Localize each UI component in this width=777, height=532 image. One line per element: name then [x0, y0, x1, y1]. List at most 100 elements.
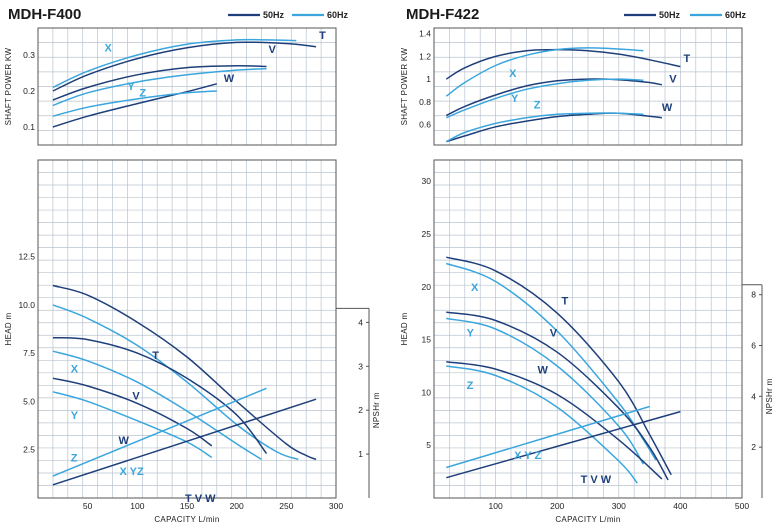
- left-head-curve-label: V: [132, 390, 140, 402]
- right-head-curve-label: V: [550, 327, 558, 339]
- legend-60hz-label-left: 60Hz: [327, 10, 349, 20]
- right-head-curve-z: [446, 365, 638, 484]
- left-power-curve-label: W: [224, 73, 235, 85]
- left-head-ytick-label: 2.5: [23, 445, 35, 455]
- right-head-curve-label: Z: [467, 380, 474, 392]
- right-head-npsh-tick-label: 8: [751, 290, 756, 300]
- left-power-curve-label: Z: [139, 87, 146, 99]
- left-head-ytick-label: 7.5: [23, 348, 35, 358]
- left-head-curve-y: [52, 350, 262, 461]
- left-power-curve-w: [52, 83, 217, 128]
- left-head-curve-t: [52, 284, 317, 461]
- right-head-npsh-label: NPSHr m: [765, 378, 774, 414]
- right-power-ytick-label: 1: [426, 74, 431, 84]
- left-power-curve-label: X: [105, 42, 113, 54]
- legend-left: 50Hz 60Hz: [228, 10, 349, 20]
- right-head-ylabel: HEAD m: [400, 313, 409, 346]
- right-head-curve-label: Y: [467, 327, 475, 339]
- right-head-curve-label: X: [471, 282, 479, 294]
- right-head-panel: 5 10 15 20 25 30 100 200 300 400 500 HEAD m CAPACITY…: [400, 159, 774, 524]
- left-power-ytick-label: 0.2: [23, 86, 35, 96]
- left-head-curve-v: [52, 336, 268, 455]
- right-power-curve-y: [446, 78, 644, 119]
- right-power-panel: 0.6 0.8 1 1.2 1.4 SHAFT POWER KW T X V Y Z W: [400, 27, 743, 146]
- left-power-curve-x: [52, 38, 297, 89]
- left-power-curve-label: T: [319, 30, 326, 42]
- right-head-curve-v: [446, 311, 669, 481]
- right-head-curve-x: [446, 262, 657, 461]
- left-head-npshr-xyz: [52, 387, 267, 477]
- right-power-curve-z: [445, 112, 644, 143]
- left-power-ylabel: SHAFT POWER KW: [4, 47, 13, 125]
- model-title-left: MDH-F400: [8, 6, 81, 23]
- left-power-curve-label: Y: [127, 81, 135, 93]
- left-head-npsh-tick-label: 3: [358, 361, 363, 371]
- left-head-curve-label: W: [118, 435, 129, 447]
- left-head-npsh-tick-label: 1: [358, 449, 363, 459]
- left-head-xtick-label: 300: [329, 501, 343, 511]
- right-power-curve-label: Y: [511, 93, 519, 105]
- left-head-npshr-tvw: [52, 398, 317, 486]
- left-head-curve-label: T V W: [185, 493, 216, 505]
- left-head-curve-label: Z: [71, 452, 78, 464]
- right-power-curve-label: W: [662, 102, 673, 114]
- right-head-xtick-label: 400: [673, 501, 687, 511]
- left-head-panel: 2.5 5.0 7.5 10.0 12.5 50 100 150 200 250 300 HEAD m…: [4, 159, 381, 524]
- right-power-curve-t: [445, 48, 681, 80]
- left-head-xtick-label: 100: [130, 501, 144, 511]
- right-head-curve-label: T: [562, 296, 569, 308]
- right-head-xtick-label: 500: [735, 501, 749, 511]
- right-head-xlabel: CAPACITY L/min: [555, 515, 620, 524]
- left-power-frame: [37, 27, 337, 146]
- right-head-curve-label: X Y Z: [514, 450, 541, 462]
- left-power-curve-label: V: [268, 44, 276, 56]
- model-title-right: MDH-F422: [406, 6, 479, 23]
- right-power-ytick-label: 1.2: [419, 51, 431, 61]
- left-head-xtick-label: 200: [230, 501, 244, 511]
- right-power-ytick-label: 0.8: [419, 97, 431, 107]
- legend-60hz-label-right: 60Hz: [725, 10, 747, 20]
- right-power-ylabel: SHAFT POWER KW: [400, 47, 409, 125]
- right-power-ytick-label: 1.4: [419, 29, 431, 39]
- left-head-curve-z: [52, 391, 213, 459]
- right-power-curve-label: Z: [534, 100, 541, 112]
- left-head-curve-label: Y: [71, 410, 79, 422]
- left-head-ylabel: HEAD m: [4, 313, 13, 346]
- left-power-curve-t: [52, 41, 317, 92]
- right-head-grid: [433, 159, 743, 499]
- left-head-ytick-label: 10.0: [18, 300, 35, 310]
- legend-right: 50Hz 60Hz: [624, 10, 747, 20]
- left-head-xlabel: CAPACITY L/min: [154, 515, 219, 524]
- legend-50hz-label-right: 50Hz: [659, 10, 681, 20]
- left-head-xtick-label: 250: [279, 501, 293, 511]
- left-power-curve-v: [52, 65, 267, 101]
- legend-50hz-label-left: 50Hz: [263, 10, 285, 20]
- left-head-curve-label: T: [152, 350, 159, 362]
- right-power-curve-label: V: [669, 74, 677, 86]
- left-head-curve-label: X YZ: [119, 466, 144, 478]
- right-head-curve-y: [446, 317, 645, 465]
- left-power-panel: 0.1 0.2 0.3 SHAFT POWER KW T X V YZ W: [4, 27, 337, 146]
- right-power-curve-v: [445, 78, 663, 117]
- right-head-curve-label: W: [537, 364, 548, 376]
- right-head-ytick-label: 10: [422, 387, 432, 397]
- right-head-xtick-label: 200: [550, 501, 564, 511]
- left-head-curve-x: [52, 304, 299, 461]
- left-head-npsh-tick-label: 4: [358, 317, 363, 327]
- right-power-ytick-label: 0.6: [419, 120, 431, 130]
- right-head-npsh-tick-label: 2: [751, 442, 756, 452]
- right-head-npshr-tvw: [446, 410, 681, 479]
- left-power-ytick-label: 0.3: [23, 50, 35, 60]
- left-head-ytick-label: 12.5: [18, 252, 35, 262]
- left-head-xtick-label: 150: [180, 501, 194, 511]
- right-power-curve-label: T: [683, 53, 690, 65]
- right-head-npsh-tick-label: 6: [751, 341, 756, 351]
- left-head-curve-w: [52, 377, 213, 447]
- left-power-curve-z: [52, 90, 217, 117]
- right-head-ytick-label: 5: [426, 440, 431, 450]
- right-head-xtick-label: 300: [612, 501, 626, 511]
- left-head-npsh-label: NPSHr m: [372, 392, 381, 428]
- left-head-ytick-label: 5.0: [23, 396, 35, 406]
- left-head-frame: [37, 159, 337, 499]
